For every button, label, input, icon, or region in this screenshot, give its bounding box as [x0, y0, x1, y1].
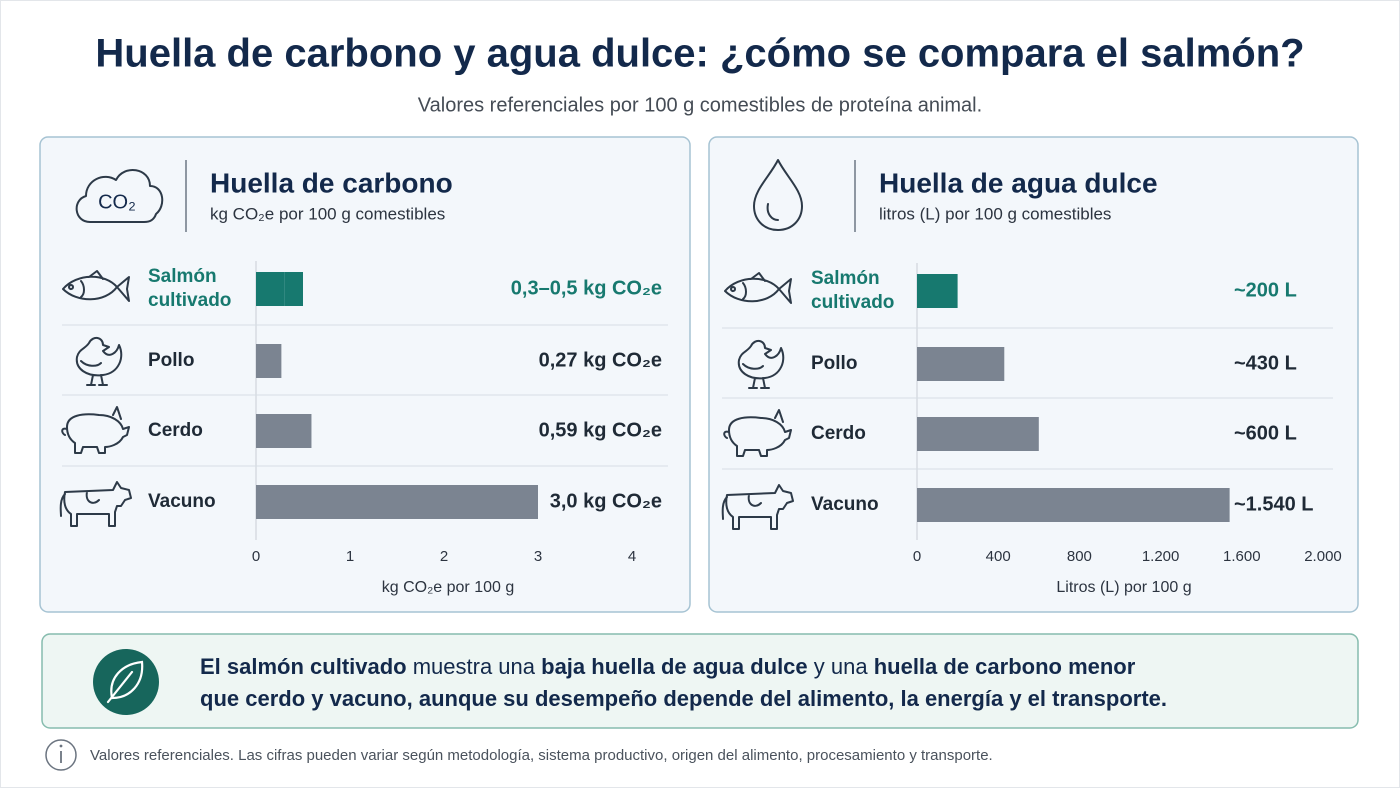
drop-icon [753, 159, 803, 231]
callout-run: y una [808, 654, 874, 679]
x-tick-label: 1.200 [1142, 548, 1180, 565]
bar [256, 414, 312, 448]
animal-icon [724, 272, 792, 304]
value-label: 0,3–0,5 kg CO₂e [511, 277, 662, 299]
x-axis-label: Litros (L) por 100 g [1056, 579, 1191, 596]
x-tick-label: 0 [913, 548, 921, 565]
category-box: Pollo [148, 350, 195, 371]
x-tick-label: 400 [986, 548, 1011, 565]
bar [917, 347, 1005, 381]
callout-run: El salmón cultivado [200, 654, 407, 679]
category-box: Salmón cultivado [811, 268, 895, 313]
animal-icon [721, 484, 794, 530]
category-box: Vacuno [148, 491, 216, 512]
callout-run: que cerdo y vacuno, aunque su desempeño … [200, 686, 1167, 711]
callout-line: que cerdo y vacuno, aunque su desempeño … [200, 686, 1167, 711]
panel-subtitle: kg CO₂e por 100 g comestibles [210, 204, 445, 223]
callout-run: baja huella de agua dulce [541, 654, 808, 679]
value-label: 0,27 kg CO₂e [539, 349, 662, 371]
animal-icon [62, 270, 130, 302]
category-label: Cerdo [148, 420, 203, 441]
bar-range [284, 272, 303, 306]
value-label: ~600 L [1234, 422, 1297, 444]
animal-icon [737, 340, 785, 389]
x-axis-label: kg CO₂e por 100 g [382, 579, 515, 596]
animal-icon [723, 409, 792, 457]
category-box: Salmón cultivado [148, 266, 232, 311]
x-tick-label: 1.600 [1223, 548, 1261, 565]
x-tick-label: 2 [440, 548, 448, 565]
x-tick-label: 0 [252, 548, 260, 565]
callout-run: muestra una [407, 654, 542, 679]
x-tick-label: 4 [628, 548, 636, 565]
callout-run: huella de carbono menor [874, 654, 1136, 679]
co2-cloud [75, 169, 164, 223]
x-tick-label: 1 [346, 548, 354, 565]
value-label: ~1.540 L [1234, 493, 1314, 515]
value-label: 0,59 kg CO₂e [539, 419, 662, 441]
info-icon [45, 739, 77, 771]
category-box: Cerdo [811, 423, 866, 444]
panel-title: Huella de carbono [210, 167, 453, 198]
panel-subtitle: litros (L) por 100 g comestibles [879, 204, 1111, 223]
category-label: Pollo [811, 353, 858, 374]
category-box: Pollo [811, 353, 858, 374]
category-label: Salmón cultivado [811, 268, 895, 313]
info-icon-dot [59, 744, 63, 748]
bar [917, 274, 958, 308]
bar [256, 344, 282, 378]
category-label: Salmón cultivado [148, 266, 232, 311]
bar [917, 488, 1230, 522]
value-label: ~200 L [1234, 279, 1297, 301]
page-subtitle: Valores referenciales por 100 g comestib… [418, 94, 982, 116]
x-tick-label: 2.000 [1304, 548, 1342, 565]
x-tick-label: 3 [534, 548, 542, 565]
value-label: 3,0 kg CO₂e [550, 490, 662, 512]
category-box: Vacuno [811, 494, 879, 515]
x-tick-label: 800 [1067, 548, 1092, 565]
bar [256, 485, 538, 519]
leaf-badge [93, 649, 159, 715]
category-label: Vacuno [811, 494, 879, 515]
page-title: Huella de carbono y agua dulce: ¿cómo se… [95, 32, 1304, 76]
leaf-icon [106, 660, 144, 704]
bar [917, 417, 1039, 451]
animal-icon [61, 406, 130, 454]
panel-title: Huella de agua dulce [879, 167, 1158, 198]
category-label: Pollo [148, 350, 195, 371]
note: Valores referenciales. Las cifras pueden… [90, 747, 993, 764]
callout-line: El salmón cultivado muestra una baja hue… [200, 654, 1136, 679]
category-label: Vacuno [148, 491, 216, 512]
animal-icon [59, 481, 132, 527]
category-box: Cerdo [148, 420, 203, 441]
value-label: ~430 L [1234, 352, 1297, 374]
category-label: Cerdo [811, 423, 866, 444]
animal-icon [75, 337, 123, 386]
bar [256, 272, 285, 306]
callout-box [41, 633, 1359, 729]
co2-icon-label: CO₂ [98, 191, 136, 213]
